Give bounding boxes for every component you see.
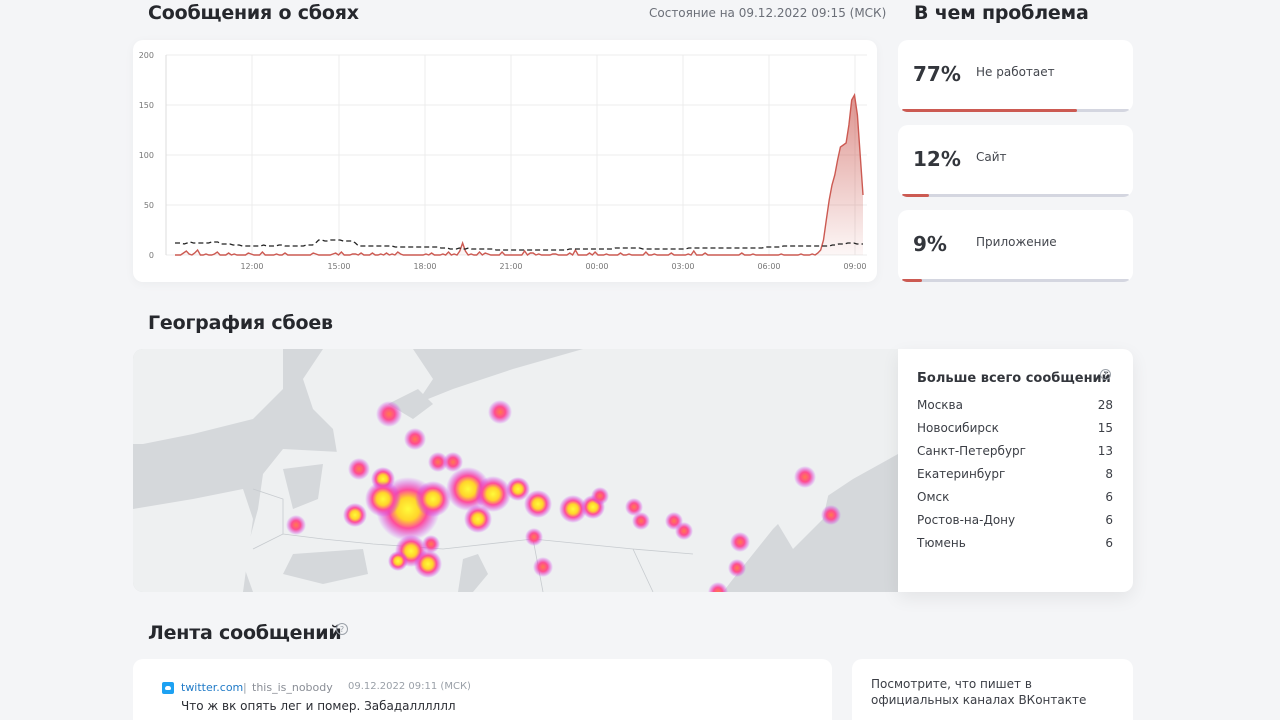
y-tick-label: 200 <box>139 51 154 60</box>
city-name: Екатеринбург <box>917 467 1006 481</box>
city-name: Москва <box>917 398 963 412</box>
post-timestamp: 09.12.2022 09:11 (МСК) <box>348 681 471 692</box>
post-username[interactable]: this_is_nobody <box>252 681 333 694</box>
problem-card: 77% Не работает <box>898 40 1133 112</box>
y-tick-label: 50 <box>144 201 154 210</box>
official-channels-text: Посмотрите, что пишет в официальных кана… <box>871 677 1087 707</box>
land-europe <box>133 349 283 444</box>
city-name: Омск <box>917 490 950 504</box>
land-kamchatka <box>773 454 833 549</box>
post-source-link[interactable]: twitter.com <box>181 681 244 694</box>
x-tick-label: 09:00 <box>843 262 866 271</box>
land-scandinavia <box>303 349 433 479</box>
outage-heatmap[interactable] <box>133 349 898 592</box>
top-cities-panel: Больше всего сообщений ? Москва 28 Новосиб… <box>898 349 1133 592</box>
city-row: Екатеринбург 8 <box>917 467 1113 481</box>
problems-title: В чем проблема <box>914 2 1089 24</box>
city-count: 15 <box>1097 421 1113 435</box>
x-tick-label: 12:00 <box>240 262 263 271</box>
problem-percent: 9% <box>913 232 947 256</box>
feed-title: Лента сообщений <box>148 622 342 644</box>
problem-percent: 12% <box>913 147 961 171</box>
city-name: Новосибирск <box>917 421 999 435</box>
problem-bar <box>902 279 1129 282</box>
problem-label: Сайт <box>976 150 1007 164</box>
city-row: Тюмень 6 <box>917 536 1113 550</box>
top-cities-title: Больше всего сообщений <box>917 371 1111 386</box>
series-line-baseline <box>175 239 863 251</box>
problem-bar-fill <box>902 279 923 282</box>
sea-baltic <box>283 464 323 509</box>
x-tick-label: 15:00 <box>327 262 350 271</box>
x-tick-label: 21:00 <box>499 262 522 271</box>
sea-black <box>283 549 368 584</box>
problem-label: Приложение <box>976 235 1057 249</box>
series-area-fill <box>175 95 863 255</box>
city-name: Ростов-на-Дону <box>917 513 1016 527</box>
lake-caspian <box>458 554 488 592</box>
geo-title: География сбоев <box>148 312 333 334</box>
outage-chart-card: 200 150 100 50 0 12:00 15:00 18:00 21:00 00:00 03:… <box>133 40 877 282</box>
problem-card: 9% Приложение <box>898 210 1133 282</box>
y-tick-label: 0 <box>149 251 154 260</box>
sea-white <box>388 389 433 419</box>
status-timestamp: Состояние на 09.12.2022 09:15 (МСК) <box>649 6 887 20</box>
problem-bar-fill <box>902 109 1077 112</box>
city-name: Санкт-Петербург <box>917 444 1026 458</box>
problem-percent: 77% <box>913 62 961 86</box>
land-west-europe <box>133 489 253 592</box>
city-count: 6 <box>1105 513 1113 527</box>
city-count: 6 <box>1105 490 1113 504</box>
y-tick-label: 150 <box>139 101 154 110</box>
feed-post: twitter.com | this_is_nobody 09.12.2022 … <box>133 659 832 720</box>
city-row: Ростов-на-Дону 6 <box>917 513 1113 527</box>
city-row: Новосибирск 15 <box>917 421 1113 435</box>
city-count: 28 <box>1097 398 1113 412</box>
problem-bar <box>902 109 1129 112</box>
outage-chart[interactable]: 200 150 100 50 0 12:00 15:00 18:00 21:00 00:00 03:… <box>133 40 877 282</box>
city-row: Москва 28 <box>917 398 1113 412</box>
heat-spots <box>286 400 841 592</box>
city-count: 13 <box>1097 444 1113 458</box>
city-count: 8 <box>1105 467 1113 481</box>
outages-title: Сообщения о сбоях <box>148 2 359 24</box>
map-svg <box>133 349 898 592</box>
x-tick-label: 00:00 <box>585 262 608 271</box>
city-count: 6 <box>1105 536 1113 550</box>
post-separator: | <box>243 681 247 694</box>
x-tick-label: 03:00 <box>671 262 694 271</box>
series-line-reports <box>175 92 864 257</box>
problem-bar <box>902 194 1129 197</box>
city-name: Тюмень <box>917 536 966 550</box>
problem-label: Не работает <box>976 65 1055 79</box>
x-tick-label: 06:00 <box>757 262 780 271</box>
twitter-icon <box>162 682 174 694</box>
official-channels-card[interactable]: Посмотрите, что пишет в официальных кана… <box>852 659 1133 720</box>
help-icon[interactable]: ? <box>1100 369 1111 380</box>
problem-card: 12% Сайт <box>898 125 1133 197</box>
post-text: Что ж вк опять лег и помер. Забадалллллл <box>181 699 456 713</box>
x-tick-label: 18:00 <box>413 262 436 271</box>
problem-bar-fill <box>902 194 930 197</box>
feed-help-icon[interactable]: ? <box>336 623 348 635</box>
city-row: Омск 6 <box>917 490 1113 504</box>
city-row: Санкт-Петербург 13 <box>917 444 1113 458</box>
y-tick-label: 100 <box>139 151 154 160</box>
